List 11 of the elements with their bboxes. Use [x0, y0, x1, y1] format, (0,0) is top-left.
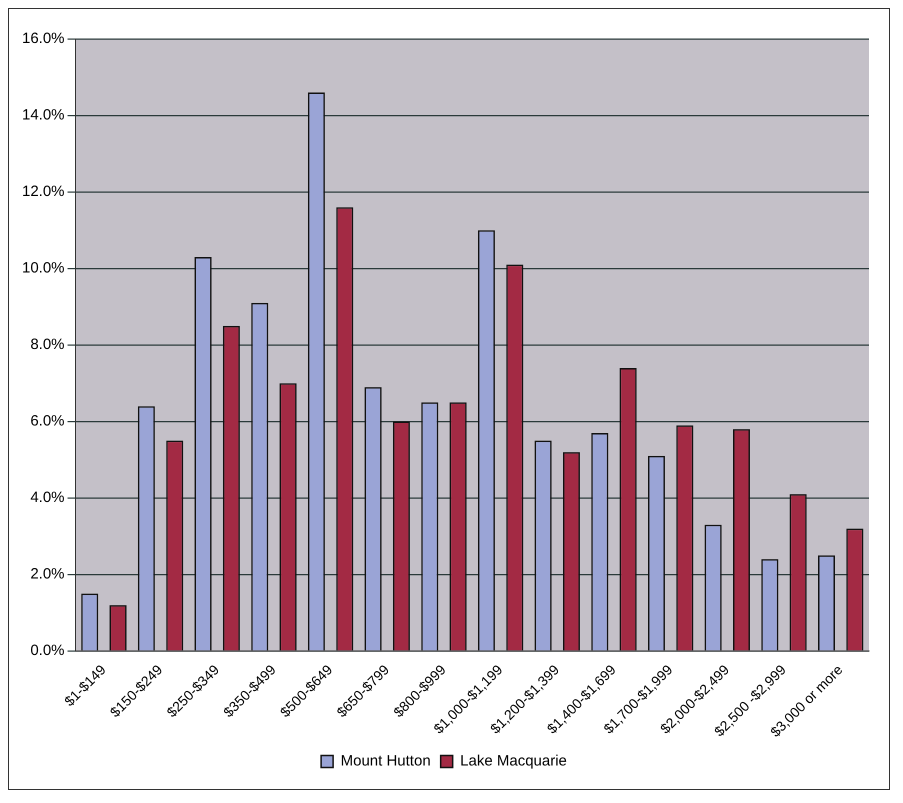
- y-tick-label: 16.0%: [22, 30, 65, 48]
- legend-label: Lake Macquarie: [460, 752, 567, 770]
- y-tick-label: 12.0%: [22, 183, 65, 200]
- y-tick-label: 2.0%: [30, 566, 65, 583]
- y-tick-label: 8.0%: [30, 336, 65, 354]
- y-tick-label: 6.0%: [30, 412, 65, 430]
- y-tick-label: 0.0%: [30, 642, 65, 660]
- legend-label: Mount Hutton: [340, 752, 431, 770]
- y-tick-label: 4.0%: [30, 489, 65, 506]
- y-tick-label: 14.0%: [22, 106, 65, 124]
- y-tick-label: 10.0%: [22, 260, 65, 277]
